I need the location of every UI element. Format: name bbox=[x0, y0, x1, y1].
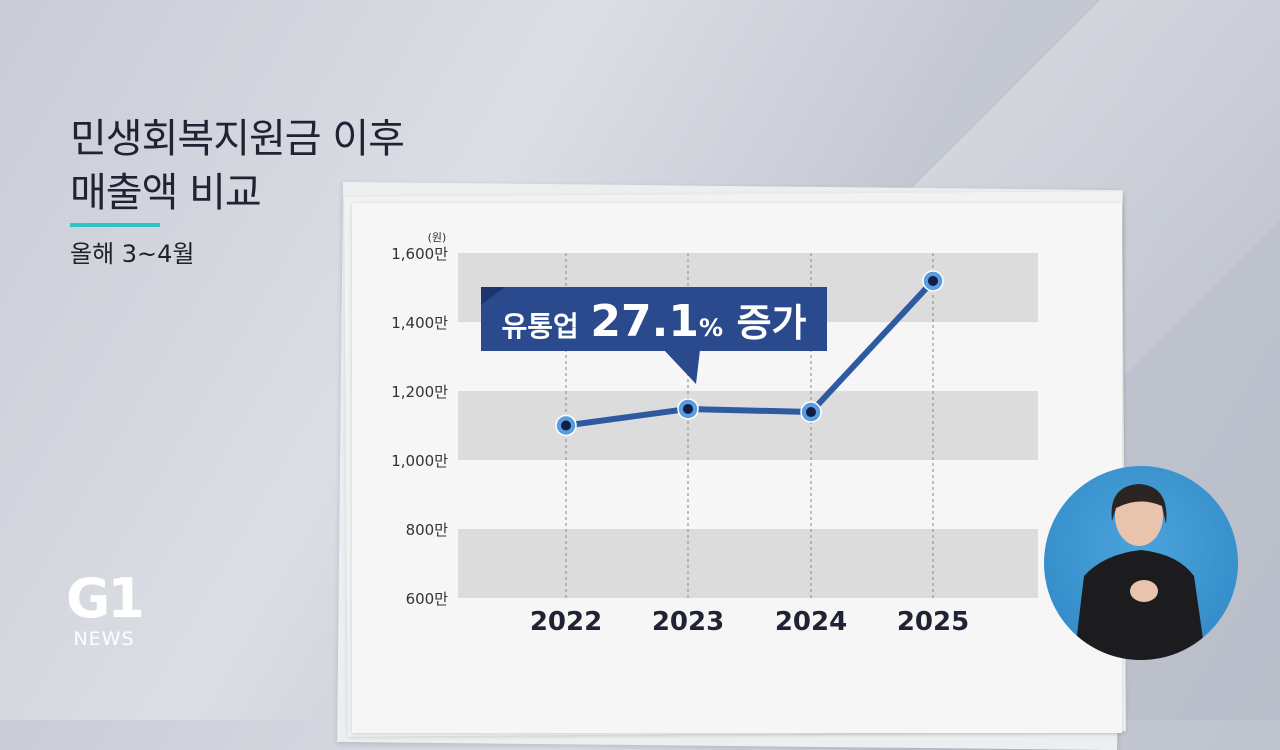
interpreter-figure bbox=[1074, 484, 1206, 660]
data-point-center bbox=[928, 275, 938, 286]
data-point-center bbox=[683, 403, 693, 414]
accent-underline bbox=[70, 223, 160, 227]
g1-news-logo: G1 NEWS bbox=[66, 567, 145, 651]
callout-text: 유통업 27.1% 증가 bbox=[502, 296, 807, 347]
headline-line-2: 매출액 비교 bbox=[70, 170, 262, 216]
callout-corner bbox=[481, 287, 505, 305]
callout-box bbox=[481, 287, 827, 351]
data-point-center bbox=[561, 420, 571, 431]
y-tick-label: 600만 bbox=[406, 590, 449, 608]
callout-pointer bbox=[664, 350, 700, 384]
y-tick-label: 1,600만 bbox=[391, 245, 448, 263]
headline: 민생회복지원금 이후 매출액 비교 bbox=[70, 112, 405, 220]
x-tick-label: 2024 bbox=[775, 607, 847, 637]
y-tick-label: 800만 bbox=[406, 521, 449, 539]
headline-line-1: 민생회복지원금 이후 bbox=[70, 116, 405, 162]
callout: 유통업 27.1% 증가 bbox=[481, 287, 827, 384]
y-tick-label: 1,400만 bbox=[391, 314, 448, 332]
y-tick-label: 1,200만 bbox=[391, 383, 448, 401]
sign-language-interpreter bbox=[1044, 466, 1238, 660]
line-chart: 600만 800만 1,000만 1,200만 1,400만 1,600만 2022 2023… bbox=[391, 231, 1038, 637]
y-tick-label: 1,000만 bbox=[391, 452, 448, 470]
data-point-center bbox=[806, 407, 816, 418]
grid-band bbox=[458, 391, 1038, 460]
unit-label: (원) bbox=[428, 231, 447, 244]
x-tick-label: 2025 bbox=[897, 607, 969, 637]
series-line bbox=[565, 278, 936, 429]
subtitle: 올해 3~4월 bbox=[70, 240, 195, 268]
grid-band bbox=[458, 529, 1038, 598]
x-tick-label: 2022 bbox=[530, 607, 602, 637]
x-tick-label: 2023 bbox=[652, 607, 724, 637]
